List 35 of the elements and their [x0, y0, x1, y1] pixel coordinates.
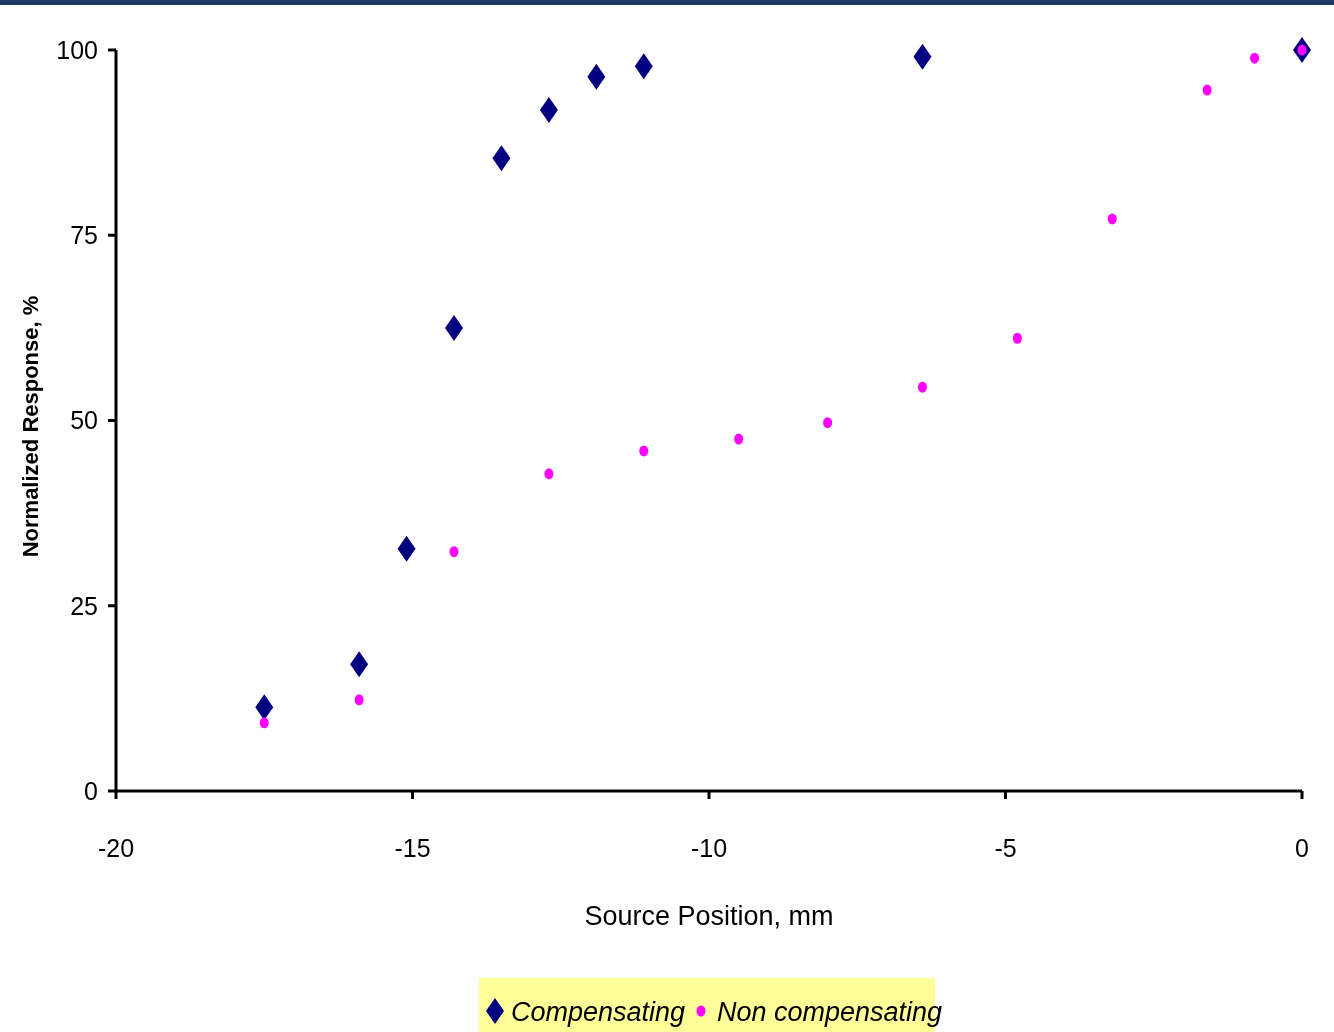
point: [1012, 332, 1022, 344]
y-tick-label: 50: [70, 406, 98, 435]
y-tick-label: 100: [56, 35, 98, 64]
y-tick-label: 25: [70, 591, 98, 620]
x-tick-label: -20: [97, 834, 135, 862]
point: [544, 468, 554, 480]
y-tick-label: 75: [70, 221, 98, 249]
point: [445, 314, 464, 341]
point: [397, 535, 416, 562]
point: [1107, 213, 1117, 225]
point: [634, 53, 653, 80]
x-tick-label: -10: [690, 834, 728, 862]
point: [734, 433, 744, 445]
y-axis-title: Normalized Response, %: [18, 295, 43, 558]
point: [259, 717, 269, 729]
legend-label: Compensating: [511, 997, 686, 1027]
point: [587, 63, 606, 90]
y-tick-label: 0: [84, 776, 98, 805]
point: [350, 651, 369, 678]
point: [492, 145, 511, 172]
point: [913, 43, 932, 70]
legend-label: Non compensating: [717, 997, 943, 1027]
x-tick-label: 0: [1295, 834, 1309, 862]
point: [255, 694, 274, 721]
point: [1250, 52, 1260, 64]
point: [1202, 84, 1212, 96]
point: [823, 417, 833, 429]
point: [639, 445, 649, 457]
x-axis-title: Source Position, mm: [584, 901, 834, 931]
x-tick-label: -5: [994, 834, 1017, 862]
x-tick-label: -15: [394, 834, 431, 862]
point: [539, 97, 558, 124]
point: [917, 381, 927, 393]
point: [449, 546, 459, 558]
point: [354, 694, 364, 706]
